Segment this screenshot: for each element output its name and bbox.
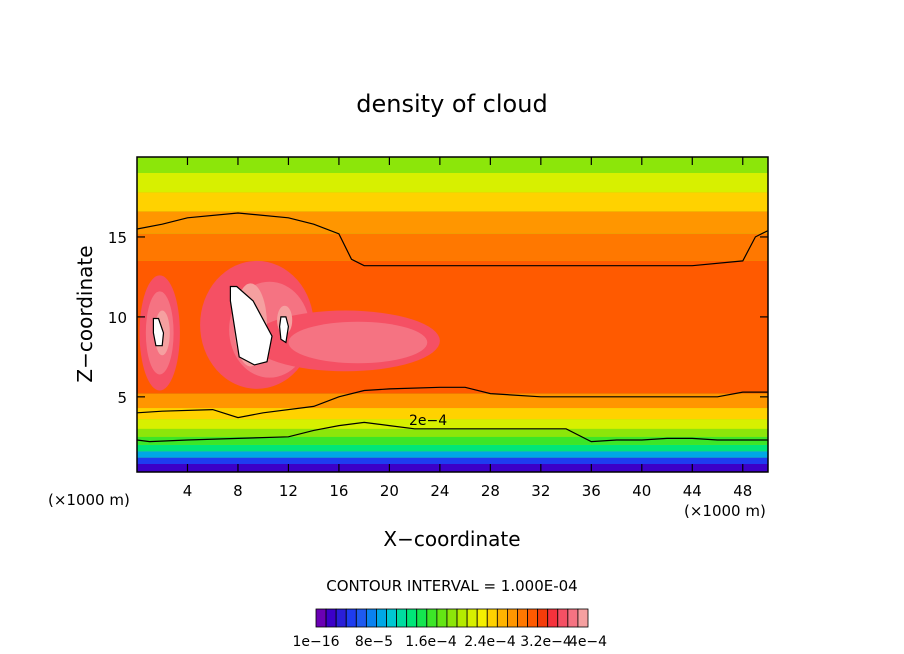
colorbar-swatch [436, 608, 448, 628]
plot-frame [136, 156, 769, 473]
density-band [137, 211, 768, 234]
density-core [288, 321, 428, 364]
colorbar-label: 3.2e−4 [520, 634, 572, 650]
density-band [137, 428, 768, 437]
chart-title: density of cloud [356, 90, 547, 118]
density-band [137, 233, 768, 261]
x-tick-label: 44 [683, 482, 702, 500]
colorbar-swatch [315, 608, 327, 628]
colorbar-swatch [527, 608, 539, 628]
density-band [137, 408, 768, 420]
colorbar-swatch [335, 608, 347, 628]
contour-line [229, 285, 273, 366]
colorbar-swatch [466, 608, 478, 628]
y-tick-label: 5 [117, 389, 127, 407]
density-band [137, 436, 768, 445]
x-tick-label: 16 [329, 482, 348, 500]
density-band [137, 172, 768, 193]
colorbar-swatch [496, 608, 508, 628]
x-tick-label: 24 [430, 482, 449, 500]
density-band [137, 444, 768, 452]
colorbar-label: 4e−4 [569, 634, 607, 650]
density-band [137, 457, 768, 465]
colorbar-swatch [376, 608, 387, 628]
colorbar-swatch [426, 608, 438, 628]
density-band [137, 192, 768, 212]
contour-lines [137, 212, 768, 443]
contour-line [152, 317, 165, 347]
colorbar-label: 8e−5 [355, 634, 393, 650]
density-band [137, 451, 768, 458]
x-unit-left: (×1000 m) [48, 491, 130, 509]
colorbar-swatch [507, 608, 518, 628]
colorbar-swatch [537, 608, 549, 628]
density-band [137, 157, 768, 173]
colorbar-swatch [406, 608, 418, 628]
colorbar-swatch [365, 608, 377, 628]
colorbar-swatch [456, 608, 468, 628]
contour-line [137, 212, 768, 267]
y-axis: 5 10 15 [108, 229, 768, 407]
colorbar-swatch [557, 608, 569, 628]
colorbar-swatch [517, 608, 528, 628]
y-tick-label: 15 [108, 229, 127, 247]
x-axis-label: X−coordinate [383, 527, 520, 551]
x-tick-label: 36 [582, 482, 601, 500]
colorbar-swatch [486, 608, 498, 628]
colorbar-swatch [577, 608, 589, 628]
x-tick-label: 28 [481, 482, 500, 500]
density-band [137, 464, 768, 472]
colorbar-labels: 1e−16 8e−5 1.6e−4 2.4e−4 3.2e−44e−4 [292, 634, 607, 650]
colorbar-swatch [476, 608, 488, 628]
contour-interval-note: CONTOUR INTERVAL = 1.000E-04 [326, 577, 577, 595]
density-band [137, 393, 768, 409]
colorbar-swatch [345, 608, 357, 628]
contour-line [278, 316, 290, 344]
plot-area [137, 157, 768, 472]
contour-line-label: 2e−4 [409, 413, 447, 429]
x-axis: 4 8 12 16 20 24 28 32 36 40 44 48 [183, 157, 752, 500]
x-unit-right: (×1000 m) [684, 502, 766, 520]
colorbar-swatch [446, 608, 458, 628]
colorbar-swatch [396, 608, 408, 628]
colorbar-swatch [355, 608, 367, 628]
y-tick-label: 10 [108, 309, 127, 327]
y-axis-label: Z−coordinate [73, 245, 97, 382]
colorbar-swatch [416, 608, 428, 628]
colorbar-swatch [386, 608, 397, 628]
x-tick-label: 20 [380, 482, 399, 500]
contour-line [137, 386, 768, 419]
contour-line [137, 421, 768, 443]
x-tick-label: 32 [531, 482, 550, 500]
colorbar-label: 1.6e−4 [405, 634, 457, 650]
x-tick-label: 8 [233, 482, 243, 500]
contour-fill-bands [137, 157, 768, 472]
colorbar-label: 1e−16 [292, 634, 339, 650]
density-band [137, 419, 768, 429]
x-tick-label: 48 [733, 482, 752, 500]
colorbar-swatch [325, 608, 337, 628]
colorbar-swatch [567, 608, 579, 628]
colorbar [315, 608, 589, 628]
x-tick-label: 4 [183, 482, 193, 500]
x-tick-label: 40 [632, 482, 651, 500]
colorbar-label: 2.4e−4 [464, 634, 516, 650]
x-tick-label: 12 [279, 482, 298, 500]
colorbar-swatch [547, 608, 559, 628]
